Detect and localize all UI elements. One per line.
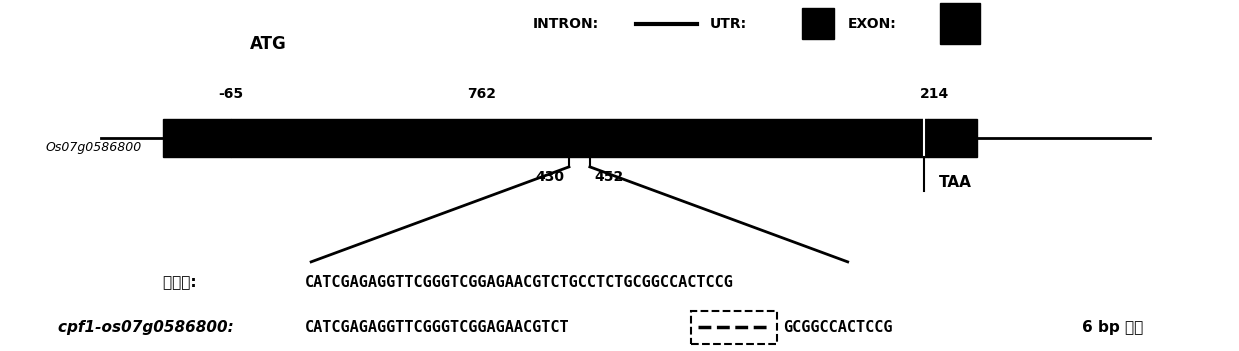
Text: 452: 452 [595, 170, 624, 184]
Bar [928, 119, 978, 157]
Text: 214: 214 [919, 87, 949, 101]
Text: -65: -65 [218, 87, 244, 101]
Bar [164, 119, 230, 157]
Text: CATCGAGAGGTTCGGGTCGGAGAACGTCTGCCTCTGCGGCCACTCCG: CATCGAGAGGTTCGGGTCGGAGAACGTCTGCCTCTGCGGC… [305, 275, 733, 290]
Text: 6 bp 缺失: 6 bp 缺失 [1082, 320, 1144, 335]
Text: 430: 430 [535, 170, 564, 184]
Bar [940, 4, 980, 44]
Text: 日本晴:: 日本晴: [164, 275, 202, 290]
Text: CATCGAGAGGTTCGGGTCGGAGAACGTCT: CATCGAGAGGTTCGGGTCGGAGAACGTCT [305, 320, 570, 335]
Text: UTR:: UTR: [710, 16, 747, 31]
Text: cpf1-os07g0586800:: cpf1-os07g0586800: [58, 320, 239, 335]
Text: EXON:: EXON: [847, 16, 897, 31]
Text: ATG: ATG [249, 35, 286, 53]
Text: Os07g0586800: Os07g0586800 [46, 141, 142, 154]
Bar [230, 119, 928, 157]
Text: 762: 762 [467, 87, 497, 101]
Bar [691, 311, 777, 344]
Text: TAA: TAA [939, 175, 971, 190]
Text: INTRON:: INTRON: [533, 16, 600, 31]
Text: GCGGCCACTCCG: GCGGCCACTCCG [783, 320, 893, 335]
Bar [802, 8, 834, 39]
